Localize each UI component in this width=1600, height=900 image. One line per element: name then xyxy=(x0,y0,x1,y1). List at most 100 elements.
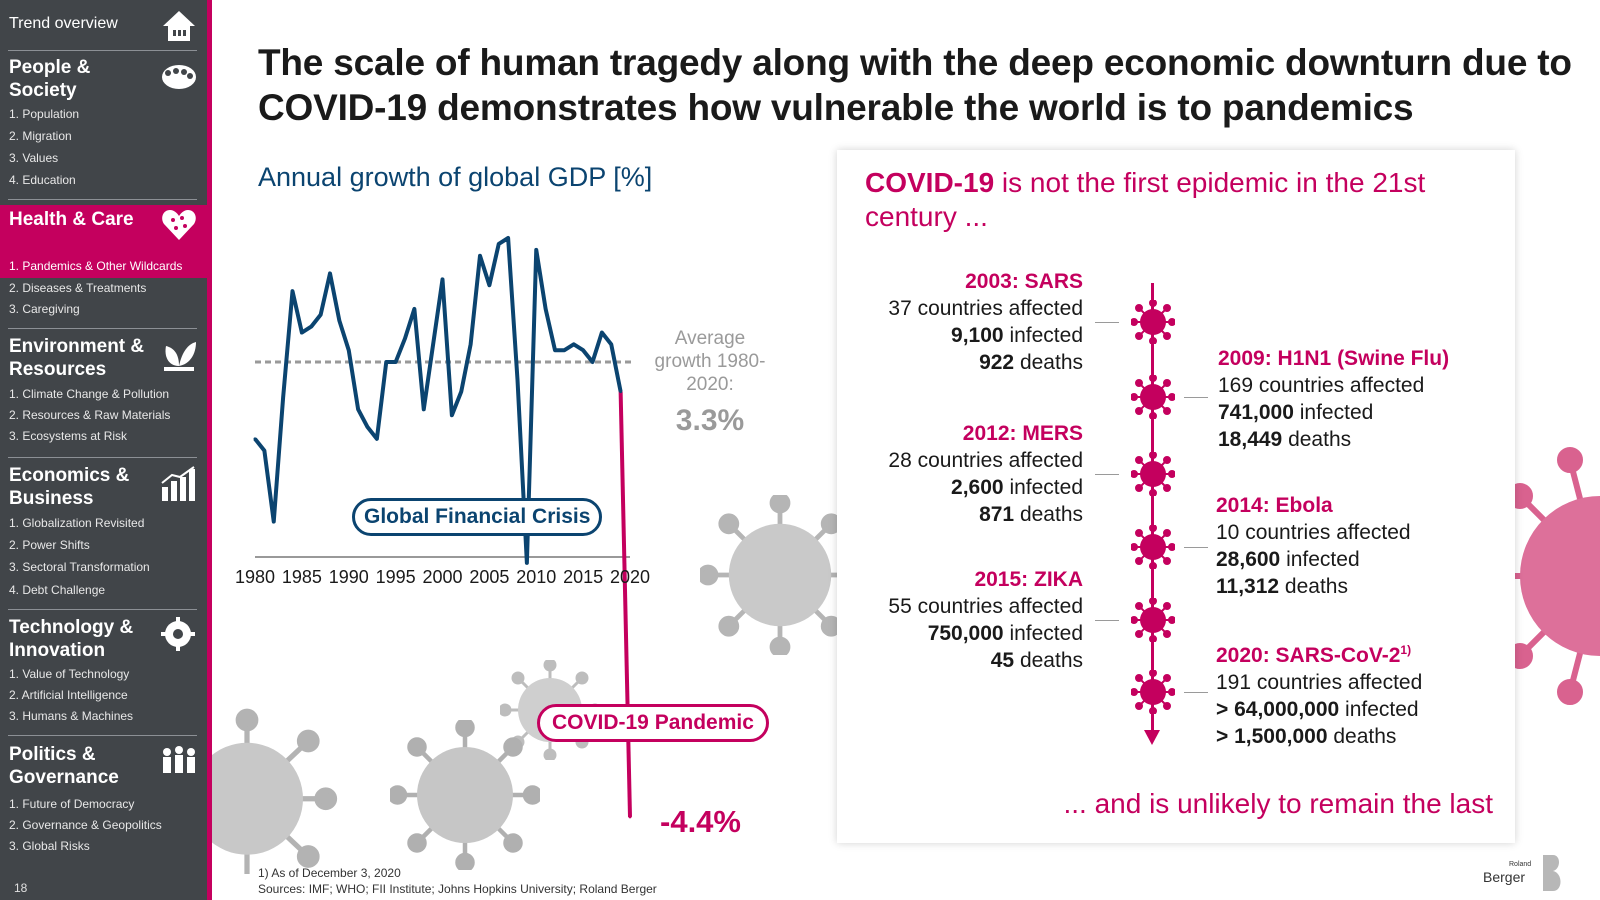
data-point xyxy=(572,342,576,346)
sidebar-item-migration[interactable]: 2. Migration xyxy=(9,129,72,143)
sidebar: Trend overview People & Society 1. Popul… xyxy=(0,0,212,900)
sidebar-item-power-shifts[interactable]: 2. Power Shifts xyxy=(9,538,90,552)
page-title: The scale of human tragedy along with th… xyxy=(258,42,1572,128)
event-name: 2012: MERS xyxy=(962,422,1083,445)
data-point xyxy=(412,307,416,311)
sidebar-item-diseases[interactable]: 2. Diseases & Treatments xyxy=(9,281,147,295)
data-point xyxy=(394,360,398,364)
x-tick-label: 2005 xyxy=(469,567,509,587)
growth-icon xyxy=(161,466,195,501)
sidebar-head-politics[interactable]: Politics & Governance xyxy=(9,744,119,788)
sidebar-divider xyxy=(8,199,197,200)
gdp-line-chart: 1980 1985 1990 1995 2000 2005 2010 2015 2020 xyxy=(235,236,650,819)
logo-small-text: Roland xyxy=(1509,861,1532,868)
sidebar-item-caregiving[interactable]: 3. Caregiving xyxy=(9,302,80,316)
sidebar-item-ecosystems[interactable]: 3. Ecosystems at Risk xyxy=(9,429,128,443)
sidebar-head-environment[interactable]: Environment & Resources xyxy=(9,336,145,380)
data-point xyxy=(628,815,632,819)
data-point xyxy=(459,390,463,394)
event-infected-label: infected xyxy=(1003,324,1083,347)
sidebar-item-pandemics[interactable]: 1. Pandemics & Other Wildcards xyxy=(9,259,183,273)
sidebar-item-debt[interactable]: 4. Debt Challenge xyxy=(9,583,106,597)
trend-overview-link[interactable]: Trend overview xyxy=(0,0,207,50)
heart-icon xyxy=(162,210,196,240)
timeline-connector xyxy=(1095,322,1119,323)
covid-series-line xyxy=(618,391,632,817)
panel-title-rest: is not the first epidemic in the 21st ce… xyxy=(865,167,1426,232)
data-point xyxy=(384,360,388,364)
x-tick-label: 2020 xyxy=(610,567,650,587)
event-infected-num: 741,000 xyxy=(1218,401,1294,424)
timeline-connector xyxy=(1184,547,1208,548)
virus-node-icon xyxy=(1130,451,1176,497)
sidebar-item-geopolitics[interactable]: 2. Governance & Geopolitics xyxy=(9,818,162,832)
chart-title: Annual growth of global GDP [%] xyxy=(258,162,653,192)
sidebar-item-value-tech[interactable]: 1. Value of Technology xyxy=(9,667,130,681)
gear-brain-icon xyxy=(161,617,195,651)
sidebar-head-health[interactable]: Health & Care xyxy=(9,209,134,230)
event-sars-cov-2: 2020: SARS-CoV-21) 191 countries affecte… xyxy=(1216,637,1516,750)
timeline-line xyxy=(1151,283,1154,738)
panel-title-bold: COVID-19 xyxy=(865,167,995,198)
virus-decoration-pink xyxy=(1487,447,1600,705)
data-point xyxy=(366,425,369,429)
average-value: 3.3% xyxy=(675,404,745,437)
sidebar-item-population[interactable]: 1. Population xyxy=(9,107,80,121)
timeline-connector xyxy=(1184,692,1208,693)
leaf-icon xyxy=(164,342,196,371)
data-point xyxy=(469,342,473,346)
data-point xyxy=(291,289,294,293)
data-point xyxy=(441,277,444,281)
virus-node-icon xyxy=(1130,669,1176,715)
gdp-series-line xyxy=(253,236,623,565)
sidebar-item-values[interactable]: 3. Values xyxy=(9,151,59,165)
event-deaths-label: deaths xyxy=(1279,575,1348,598)
sidebar-divider xyxy=(8,609,197,610)
sidebar-item-education[interactable]: 4. Education xyxy=(9,173,76,187)
event-infected-num: > 64,000,000 xyxy=(1216,698,1340,721)
x-tick-label: 1980 xyxy=(235,567,275,587)
event-infected-label: infected xyxy=(1293,401,1374,424)
epidemics-panel: COVID-19 is not the first epidemic in th… xyxy=(837,150,1515,843)
event-infected-label: infected xyxy=(1003,476,1083,499)
home-icon xyxy=(163,11,195,41)
timeline-connector xyxy=(1095,474,1119,475)
data-point xyxy=(591,360,594,364)
data-point xyxy=(544,307,548,311)
sidebar-item-democracy[interactable]: 1. Future of Democracy xyxy=(9,797,135,811)
data-point xyxy=(516,378,519,382)
event-infected-num: 28,600 xyxy=(1216,548,1281,571)
sidebar-item-humans-machines[interactable]: 3. Humans & Machines xyxy=(9,709,134,723)
data-point xyxy=(403,336,407,340)
data-point xyxy=(525,561,529,565)
sidebar-item-global-risks[interactable]: 3. Global Risks xyxy=(9,839,90,853)
event-infected-num: 9,100 xyxy=(951,324,1004,347)
sidebar-head-technology[interactable]: Technology & Innovation xyxy=(9,617,134,661)
event-name: 2014: Ebola xyxy=(1216,494,1333,517)
event-infected-num: 2,600 xyxy=(951,476,1004,499)
sidebar-item-globalization[interactable]: 1. Globalization Revisited xyxy=(9,516,145,530)
event-zika: 2015: ZIKA 55 countries affected 750,000… xyxy=(823,566,1083,674)
event-name: 2009: H1N1 (Swine Flu) xyxy=(1218,347,1450,370)
data-point xyxy=(309,325,313,329)
data-point xyxy=(431,342,435,346)
x-tick-label: 1990 xyxy=(329,567,369,587)
sidebar-head-people[interactable]: People & Society xyxy=(9,57,91,101)
virus-node-icon xyxy=(1130,524,1176,570)
crowd-icon xyxy=(162,65,196,89)
sidebar-item-climate[interactable]: 1. Climate Change & Pollution xyxy=(9,387,170,401)
data-point xyxy=(356,407,360,411)
sidebar-item-ai[interactable]: 2. Artificial Intelligence xyxy=(9,688,128,702)
event-infected-label: infected xyxy=(1280,548,1360,571)
company-logo: Roland Berger xyxy=(1483,855,1573,895)
data-point xyxy=(272,520,276,524)
event-deaths-num: > 1,500,000 xyxy=(1216,725,1328,748)
sidebar-head-economics[interactable]: Economics & Business xyxy=(9,465,130,509)
sidebar-item-sectoral[interactable]: 3. Sectoral Transformation xyxy=(9,560,150,574)
event-deaths-num: 45 xyxy=(990,649,1015,672)
event-deaths-label: deaths xyxy=(1014,503,1083,526)
sidebar-item-resources[interactable]: 2. Resources & Raw Materials xyxy=(9,408,171,422)
x-tick-label: 2015 xyxy=(563,567,603,587)
event-countries: 191 countries affected xyxy=(1216,671,1423,694)
average-label: Average growth 1980-2020: xyxy=(654,328,766,395)
